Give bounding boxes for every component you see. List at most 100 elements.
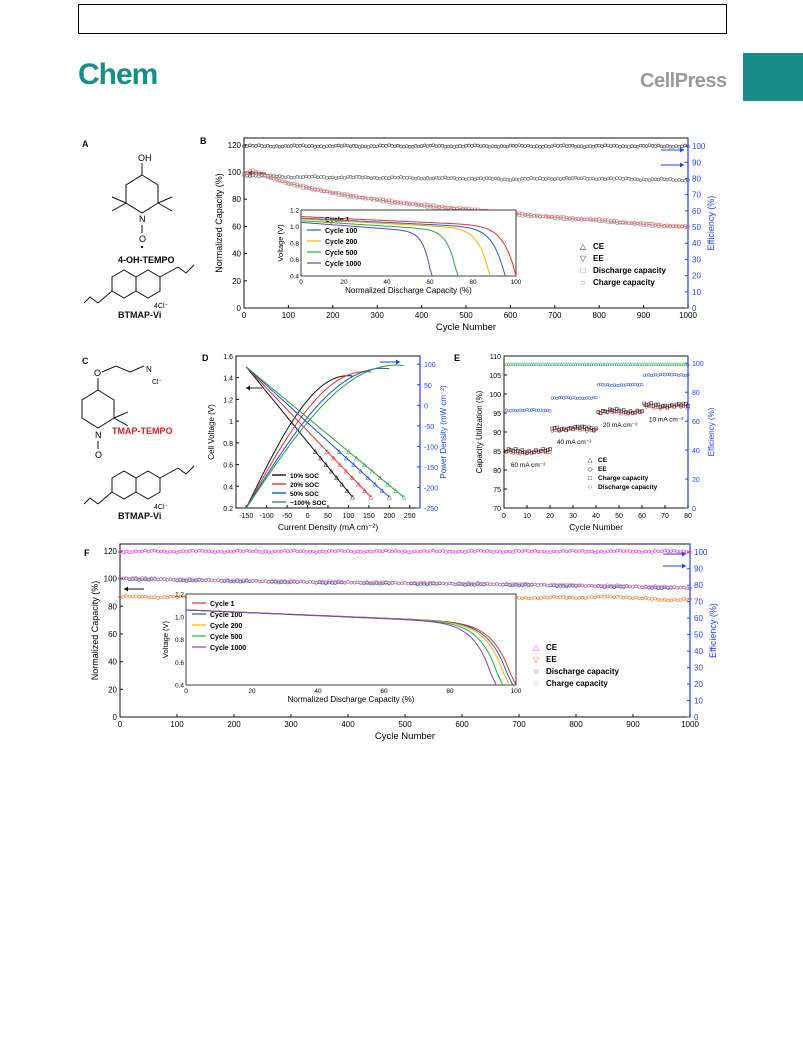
data-point: [609, 176, 613, 180]
data-point: [627, 177, 631, 181]
data-point: [396, 176, 400, 180]
data-point: [156, 596, 160, 600]
x-tick-label: 200: [326, 311, 340, 320]
data-point: [371, 581, 376, 586]
data-point: [279, 580, 284, 584]
data-point: [140, 549, 144, 554]
charge-point: [545, 448, 550, 452]
data-point: [194, 579, 198, 583]
data-point: [393, 549, 398, 553]
data-point: [596, 583, 600, 588]
charge-point: [631, 411, 635, 415]
x-tick-label: 250: [404, 513, 416, 520]
data-point: [650, 597, 654, 601]
data-point: [564, 596, 569, 600]
data-point: [310, 186, 314, 190]
legend-label: Charge capacity: [546, 679, 608, 688]
data-point: [265, 174, 270, 178]
ce-point: [649, 362, 654, 366]
data-point: [469, 549, 474, 553]
inset-legend-label: Cycle 200: [325, 239, 357, 246]
ce-point: [547, 362, 553, 366]
ce-point: [605, 362, 610, 366]
data-point: [545, 583, 550, 588]
charge-point: [536, 449, 541, 454]
y-axis-label: Capacity Utilization (%): [475, 390, 484, 473]
data-point: [441, 549, 445, 553]
data-point: [653, 585, 657, 590]
discharge-point: [656, 405, 660, 409]
data-point: [263, 144, 267, 149]
x-tick-label: 150: [363, 513, 375, 520]
inset-curve: [300, 217, 506, 277]
data-point: [455, 177, 459, 181]
charge-point: [681, 401, 686, 406]
data-point: [544, 144, 548, 148]
data-point: [526, 177, 530, 181]
y2-tick-label: 60: [692, 419, 700, 426]
data-point: [267, 579, 271, 584]
data-point: [624, 144, 628, 149]
ee-point: [686, 373, 690, 377]
data-point: [390, 199, 394, 203]
y2-tick-label: 40: [694, 647, 703, 656]
data-point: [678, 598, 683, 602]
discharge-point: [569, 426, 573, 430]
data-point: [686, 144, 690, 148]
x-tick-label: 10: [523, 513, 531, 520]
data-point: [124, 549, 129, 554]
data-point: [254, 174, 258, 178]
data-point: [390, 175, 394, 179]
data-point: [286, 180, 291, 185]
voltage-curve: [245, 366, 390, 498]
data-point: [567, 595, 572, 600]
x-tick-label: 70: [661, 513, 669, 520]
data-point: [487, 176, 492, 180]
data-point: [316, 175, 320, 179]
data-point: [146, 578, 151, 582]
data-point: [495, 582, 499, 586]
inset-y-tick-label: 0.8: [290, 241, 299, 248]
data-point: [413, 144, 418, 148]
data-point: [659, 225, 664, 229]
data-point: [181, 594, 186, 599]
data-point: [245, 144, 249, 149]
y-tick-label: 70: [493, 506, 501, 513]
data-point: [292, 181, 297, 186]
series-charge-capacity: [118, 576, 692, 591]
x-tick-label: 500: [459, 311, 473, 320]
data-point: [273, 580, 277, 584]
discharge-point: [622, 411, 626, 415]
data-point: [635, 144, 640, 149]
data-point: [580, 583, 585, 588]
legend-label: CE: [598, 457, 608, 464]
ee-point: [638, 383, 642, 387]
power-curve: [245, 367, 390, 509]
ee-point: [622, 383, 626, 387]
data-point: [277, 145, 282, 149]
data-point: [434, 175, 439, 180]
data-point: [222, 550, 227, 554]
data-point: [440, 204, 445, 209]
ee-point: [651, 373, 656, 377]
data-point: [118, 577, 122, 581]
data-point: [514, 583, 518, 587]
ce-point: [626, 362, 631, 366]
data-point: [232, 550, 236, 554]
y2-tick-label: 90: [692, 158, 701, 167]
data-point: [244, 548, 249, 553]
data-point: [659, 584, 664, 589]
data-point: [298, 579, 303, 584]
data-point: [279, 578, 284, 583]
data-point: [517, 582, 521, 586]
data-point: [434, 144, 439, 148]
legend-label: 50% SOC: [290, 491, 319, 498]
data-point: [561, 549, 566, 553]
ce-point: [522, 362, 527, 366]
data-point: [314, 580, 319, 584]
x-tick-label: -100: [260, 513, 274, 520]
data-point: [298, 185, 302, 189]
data-point: [606, 220, 610, 225]
data-point: [576, 176, 581, 181]
data-point: [159, 549, 163, 554]
